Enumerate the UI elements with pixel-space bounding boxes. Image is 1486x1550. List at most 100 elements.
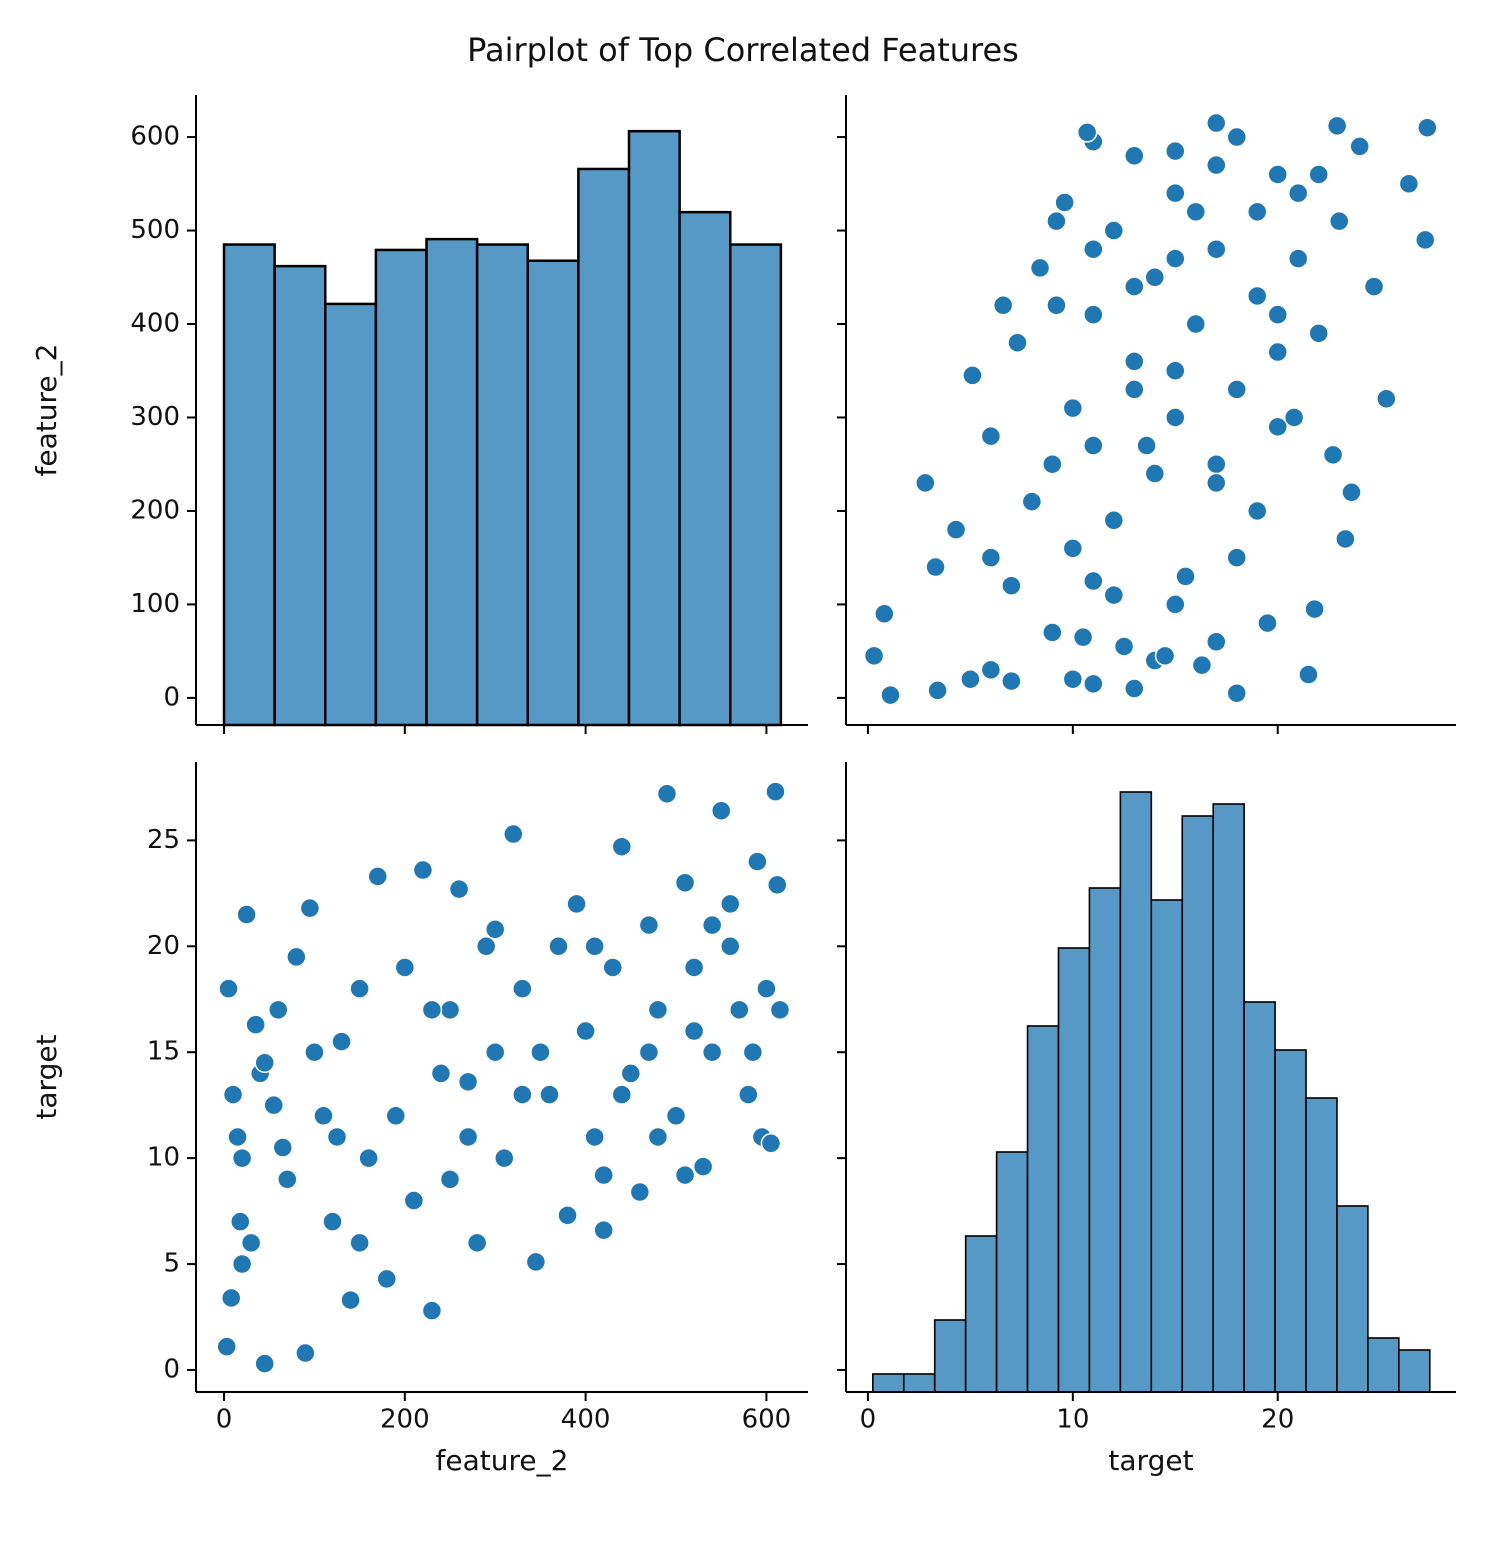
- point: [1185, 313, 1207, 335]
- point: [992, 295, 1014, 316]
- x-tick-label: 600: [742, 1405, 792, 1435]
- point: [915, 472, 936, 494]
- point: [945, 519, 967, 540]
- point: [1083, 570, 1104, 592]
- point: [1341, 482, 1362, 503]
- point: [1206, 238, 1227, 260]
- point: [358, 1147, 379, 1169]
- x-tick-label: 400: [561, 1405, 611, 1435]
- point: [1042, 453, 1063, 475]
- point: [1144, 463, 1166, 484]
- point: [1154, 645, 1176, 667]
- point: [602, 957, 623, 978]
- point: [1165, 182, 1186, 204]
- point: [692, 1156, 714, 1177]
- bar: [1305, 1097, 1338, 1393]
- point: [647, 1126, 669, 1148]
- point: [566, 893, 587, 915]
- point: [1165, 594, 1186, 615]
- point: [1001, 670, 1022, 692]
- point: [1398, 173, 1420, 195]
- point: [1376, 388, 1397, 410]
- point: [1103, 220, 1125, 241]
- point: [1246, 500, 1268, 522]
- point: [222, 1084, 244, 1105]
- point: [539, 1084, 560, 1105]
- point: [439, 999, 461, 1021]
- panel: 0 10 20 target: [837, 762, 1456, 1477]
- bar: [995, 1151, 1029, 1393]
- point: [1124, 379, 1145, 400]
- point: [1206, 154, 1227, 176]
- panel: 0 200 400 600 0 5 10 15 20 25 feature_2 target: [30, 762, 808, 1477]
- point: [286, 946, 307, 968]
- point: [980, 425, 1002, 447]
- point: [1267, 416, 1288, 438]
- point: [1226, 379, 1248, 400]
- point: [1136, 435, 1157, 456]
- x-tick-label: 0: [860, 1405, 877, 1435]
- point: [1226, 126, 1248, 148]
- point: [710, 800, 732, 821]
- point: [1335, 528, 1356, 550]
- point: [1103, 510, 1125, 531]
- point: [268, 999, 289, 1021]
- point: [304, 1041, 325, 1063]
- panel: 0 100 200 300 400 500 600 feature_2: [30, 95, 808, 734]
- bar: [475, 243, 530, 727]
- point: [1124, 351, 1145, 372]
- point: [254, 1052, 275, 1074]
- point: [1046, 295, 1067, 316]
- point: [1165, 248, 1186, 269]
- point: [1206, 112, 1227, 134]
- point: [1308, 323, 1329, 344]
- point: [1062, 668, 1084, 690]
- point: [1083, 304, 1104, 325]
- bar: [1243, 1001, 1276, 1393]
- point: [421, 999, 443, 1021]
- bar: [526, 259, 580, 727]
- point: [1298, 664, 1319, 685]
- point: [674, 1164, 696, 1186]
- point: [254, 1353, 275, 1374]
- bar: [1274, 1049, 1307, 1393]
- point: [385, 1105, 407, 1127]
- point: [656, 783, 678, 805]
- x-tick-label: 0: [216, 1405, 233, 1435]
- point: [503, 823, 524, 845]
- bar: [1119, 791, 1153, 1393]
- y-tick-label: 600: [130, 122, 180, 152]
- point: [231, 1147, 253, 1169]
- point: [1287, 248, 1309, 269]
- y-tick-label: 0: [163, 1354, 180, 1384]
- point: [512, 1084, 533, 1105]
- point: [638, 1041, 660, 1063]
- point: [960, 668, 981, 690]
- y-tick-label: 5: [163, 1249, 180, 1279]
- point: [1322, 444, 1344, 466]
- bar: [273, 264, 327, 727]
- x-tick-label: 200: [380, 1405, 430, 1435]
- point: [376, 1268, 397, 1290]
- point: [227, 1126, 248, 1148]
- y-tick-label: 100: [130, 589, 180, 619]
- point: [1326, 115, 1348, 137]
- point: [245, 1014, 266, 1035]
- bar: [1150, 899, 1184, 1393]
- bar: [1181, 815, 1214, 1393]
- bar: [933, 1319, 967, 1393]
- point: [1042, 622, 1063, 643]
- point: [980, 547, 1002, 568]
- point: [760, 1133, 782, 1154]
- point: [484, 919, 506, 940]
- point: [1287, 182, 1309, 204]
- point: [530, 1041, 551, 1063]
- point: [430, 1063, 452, 1084]
- y-tick-label: 0: [163, 682, 180, 712]
- point: [1103, 584, 1125, 606]
- bar: [1212, 803, 1245, 1393]
- point: [277, 1169, 298, 1190]
- point: [1083, 238, 1104, 260]
- point: [1029, 257, 1051, 279]
